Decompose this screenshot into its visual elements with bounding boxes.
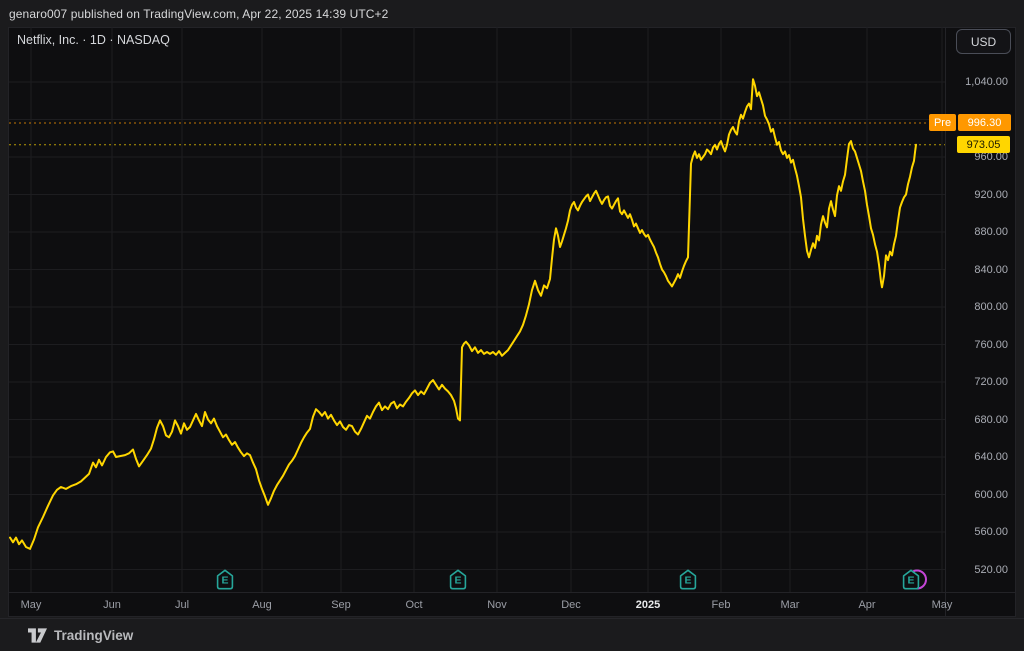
price-axis-tick-label: 880.00 — [974, 226, 1008, 238]
time-axis-tick-label: Jun — [103, 599, 121, 611]
time-axis-separator — [8, 592, 1016, 593]
earnings-marker-icon[interactable]: E — [216, 569, 234, 590]
time-axis-tick-label: May — [20, 599, 42, 611]
earnings-badge-letter: E — [684, 574, 691, 586]
tradingview-wordmark[interactable]: TradingView — [54, 627, 134, 643]
earnings-badge-shape — [902, 569, 920, 590]
earnings-marker-upcoming[interactable]: E — [902, 569, 927, 590]
price-axis-tick-label: 800.00 — [974, 301, 1008, 313]
price-line-series — [9, 78, 917, 550]
attribution-text: genaro007 published on TradingView.com, … — [9, 6, 389, 21]
time-axis-tick-label: May — [931, 599, 953, 611]
time-axis-tick-label: 2025 — [635, 599, 661, 611]
last-price-badge: 973.05 — [957, 136, 1010, 154]
earnings-marker-icon[interactable]: E — [679, 569, 697, 590]
tradingview-logo-icon[interactable] — [28, 627, 47, 643]
footer-bar: TradingView — [0, 618, 1024, 651]
symbol-legend[interactable]: Netflix, Inc. · 1D · NASDAQ — [17, 33, 170, 47]
earnings-badge-shape — [449, 569, 467, 590]
earnings-badge-shape — [679, 569, 697, 590]
premarket-price-value: 996.30 — [958, 114, 1011, 132]
premarket-price-badge: Pre 996.30 — [929, 114, 1011, 132]
earnings-marker-icon[interactable]: E — [449, 569, 467, 590]
earnings-badge-letter: E — [454, 574, 461, 586]
price-axis-tick-label: 640.00 — [974, 451, 1008, 463]
time-axis-tick-label: Nov — [487, 599, 507, 611]
time-axis-tick-label: Feb — [711, 599, 731, 611]
premarket-label: Pre — [929, 114, 956, 132]
time-axis-tick-label: Sep — [331, 599, 351, 611]
price-axis-tick-label: 960.00 — [974, 151, 1008, 163]
currency-toggle-button[interactable]: USD — [956, 29, 1011, 54]
price-axis-tick-label: 680.00 — [974, 413, 1008, 426]
price-axis-tick-label: 520.00 — [974, 563, 1008, 576]
price-axis-tick-label: 720.00 — [974, 376, 1008, 388]
price-axis-tick-label: 760.00 — [974, 338, 1008, 351]
attribution-bar: genaro007 published on TradingView.com, … — [0, 0, 1024, 27]
earnings-badge-letter: E — [907, 574, 914, 586]
chart-pane[interactable] — [8, 27, 1016, 617]
price-axis-tick-label: 920.00 — [974, 188, 1008, 201]
time-axis-tick-label: Oct — [405, 599, 423, 611]
price-axis-tick-label: 1,040.00 — [965, 76, 1008, 88]
earnings-badge-letter: E — [221, 574, 228, 586]
price-axis-tick-label: 840.00 — [974, 263, 1008, 276]
time-axis-tick-label: Jul — [174, 599, 190, 611]
time-axis-tick-label: Mar — [780, 599, 800, 611]
price-axis-tick-label: 560.00 — [974, 526, 1008, 538]
price-axis-tick-label: 600.00 — [974, 488, 1008, 501]
time-axis-tick-label: Apr — [858, 599, 876, 611]
earnings-badge-shape — [216, 569, 234, 590]
time-axis-tick-label: Aug — [252, 599, 272, 611]
price-axis-separator — [945, 27, 946, 617]
time-axis-tick-label: Dec — [561, 599, 581, 611]
